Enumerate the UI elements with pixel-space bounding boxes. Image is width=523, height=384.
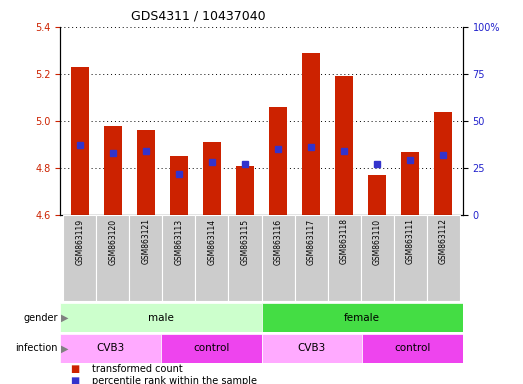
Text: ■: ■ <box>71 364 80 374</box>
Bar <box>327 215 360 301</box>
Bar <box>294 215 327 301</box>
Text: infection: infection <box>15 343 58 354</box>
Bar <box>60 334 161 363</box>
Bar <box>203 142 221 215</box>
Bar <box>434 111 452 215</box>
Text: male: male <box>148 313 174 323</box>
Bar <box>262 334 362 363</box>
Text: ▶: ▶ <box>61 313 69 323</box>
Text: GSM863113: GSM863113 <box>175 218 184 265</box>
Text: control: control <box>394 343 431 354</box>
Bar <box>236 166 254 215</box>
Text: control: control <box>193 343 230 354</box>
Text: GSM863119: GSM863119 <box>75 218 84 265</box>
Bar <box>60 303 262 332</box>
Text: GSM863120: GSM863120 <box>108 218 118 265</box>
Bar <box>163 215 196 301</box>
Bar <box>96 215 130 301</box>
Bar <box>170 156 188 215</box>
Text: GSM863115: GSM863115 <box>241 218 249 265</box>
Bar <box>196 215 229 301</box>
Bar <box>262 303 463 332</box>
Text: GSM863116: GSM863116 <box>274 218 282 265</box>
Text: ■: ■ <box>71 376 80 384</box>
Bar <box>269 107 287 215</box>
Text: GSM863111: GSM863111 <box>405 218 415 265</box>
Bar <box>401 152 419 215</box>
Bar <box>104 126 122 215</box>
Text: ▶: ▶ <box>61 343 69 354</box>
Bar <box>368 175 386 215</box>
Text: transformed count: transformed count <box>92 364 183 374</box>
Bar <box>229 215 262 301</box>
Bar <box>161 334 262 363</box>
Bar <box>335 76 353 215</box>
Bar <box>63 215 96 301</box>
Bar <box>71 67 89 215</box>
Text: gender: gender <box>23 313 58 323</box>
Bar <box>427 215 460 301</box>
Bar <box>262 215 294 301</box>
Text: GSM863110: GSM863110 <box>372 218 382 265</box>
Bar <box>137 130 155 215</box>
Text: GDS4311 / 10437040: GDS4311 / 10437040 <box>131 10 266 23</box>
Text: CVB3: CVB3 <box>298 343 326 354</box>
Text: GSM863112: GSM863112 <box>439 218 448 265</box>
Bar <box>302 53 320 215</box>
Text: CVB3: CVB3 <box>96 343 124 354</box>
Bar <box>362 334 463 363</box>
Text: percentile rank within the sample: percentile rank within the sample <box>92 376 256 384</box>
Bar <box>130 215 163 301</box>
Text: GSM863114: GSM863114 <box>208 218 217 265</box>
Bar <box>393 215 427 301</box>
Text: female: female <box>344 313 380 323</box>
Text: GSM863118: GSM863118 <box>339 218 348 265</box>
Bar <box>360 215 393 301</box>
Text: GSM863121: GSM863121 <box>141 218 151 265</box>
Text: GSM863117: GSM863117 <box>306 218 315 265</box>
